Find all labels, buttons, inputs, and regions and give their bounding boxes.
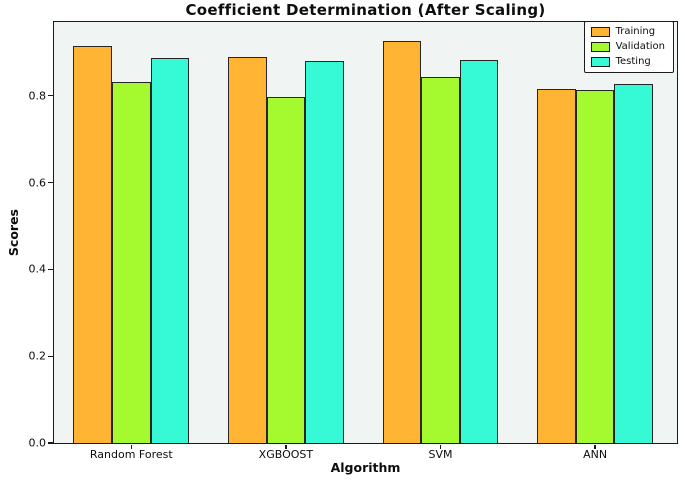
bar-validation-ann	[575, 89, 615, 443]
bar-training-xgboost	[227, 57, 267, 443]
bar-testing-xgboost	[305, 61, 344, 443]
bar-validation-xgboost	[266, 96, 306, 443]
y-axis-label-box: Scores	[2, 21, 24, 444]
plot-area: 0.0 0.2 0.4 0.6 0.8 Random Forest XGBOOST SVM A…	[29, 21, 678, 460]
y-tick-mark	[48, 442, 53, 444]
chart-title: Coefficient Determination (After Scaling…	[185, 1, 546, 19]
y-tick-mark	[48, 95, 53, 97]
legend-label: Training	[615, 26, 656, 37]
x-tick-mark	[285, 444, 287, 449]
legend-label: Testing	[615, 56, 651, 67]
legend-item-training: Training	[590, 26, 665, 37]
x-tick-label-ann: ANN	[583, 448, 608, 461]
legend: Training Validation Testing	[583, 21, 674, 73]
y-tick-mark	[48, 268, 53, 271]
y-tick-label: 0.8	[28, 89, 47, 103]
bar-training-svm	[382, 41, 422, 443]
x-axis-label: Algorithm	[330, 460, 401, 475]
bar-testing-svm	[459, 59, 499, 443]
x-tick-mark	[439, 444, 442, 449]
legend-swatch-training	[590, 27, 610, 37]
bar-validation-random-forest	[111, 81, 151, 443]
legend-swatch-testing	[590, 57, 610, 67]
y-tick-label: 0.2	[28, 349, 47, 363]
x-tick-label-svm: SVM	[428, 448, 453, 461]
legend-item-validation: Validation	[590, 41, 665, 52]
bar-validation-svm	[421, 77, 460, 443]
legend-label: Validation	[615, 41, 665, 52]
y-tick-mark	[48, 181, 53, 184]
y-tick-mark	[48, 355, 53, 357]
y-tick-label: 0.4	[28, 262, 47, 276]
legend-swatch-validation	[590, 42, 610, 52]
y-axis-label: Scores	[5, 208, 21, 257]
x-tick-mark	[130, 444, 132, 449]
legend-item-testing: Testing	[590, 56, 665, 67]
x-tick-label-xgboost: XGBOOST	[258, 448, 314, 461]
x-tick-mark	[594, 444, 596, 449]
bar-testing-ann	[614, 84, 654, 443]
y-tick-label: 0.0	[28, 436, 47, 450]
bar-testing-random-forest	[150, 58, 190, 443]
bar-training-ann	[537, 89, 576, 443]
bar-training-random-forest	[73, 45, 112, 443]
x-tick-label-random-forest: Random Forest	[89, 448, 173, 461]
y-tick-label: 0.6	[28, 176, 47, 190]
